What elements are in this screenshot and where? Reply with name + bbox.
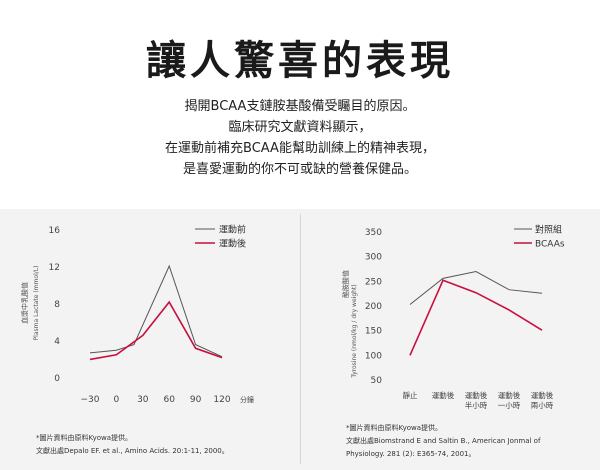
intro-line: 在運動前補充BCAA能幫助訓練上的精神表現， bbox=[165, 141, 435, 156]
intro-text: 揭開BCAA支鏈胺基酸備受矚目的原因。 臨床研究文獻資料顯示， 在運動前補充BC… bbox=[0, 96, 600, 180]
x-category-label: 運動後 bbox=[465, 390, 488, 400]
y-axis-label-en: Plasma Lactate (mmol/L) bbox=[33, 266, 40, 341]
x-category-label: 靜止 bbox=[403, 390, 418, 400]
y-tick-label: 4 bbox=[54, 337, 60, 347]
series-line-bcaa bbox=[409, 279, 543, 356]
legend-label: 運動前 bbox=[219, 224, 246, 236]
x-tick-label: 30 bbox=[137, 395, 149, 405]
page-headline: 讓人驚喜的表現 bbox=[146, 38, 454, 84]
y-tick-label: 100 bbox=[365, 351, 382, 361]
legend-label: 對照組 bbox=[535, 224, 562, 236]
legend-label: 運動後 bbox=[219, 238, 246, 250]
source-line: *圖片資料由原料Kyowa提供。 bbox=[346, 424, 443, 432]
y-tick-label: 8 bbox=[54, 300, 60, 310]
y-tick-label: 300 bbox=[365, 253, 382, 263]
panel-divider bbox=[300, 214, 301, 464]
source-line: 文獻出處Biomstrand E and Saltin B., American… bbox=[346, 437, 541, 445]
x-axis-unit: 分鐘 bbox=[240, 395, 254, 404]
series-line-pre-exercise bbox=[89, 264, 223, 358]
intro-line: 臨床研究文獻資料顯示， bbox=[228, 120, 372, 135]
x-category-label: 運動後 bbox=[531, 390, 554, 400]
left-chart-source: *圖片資料由原料Kyowa提供。 文獻出處Depalo EF. et al., … bbox=[36, 432, 229, 458]
y-tick-label: 200 bbox=[365, 302, 382, 312]
y-tick-label: 150 bbox=[365, 327, 382, 337]
x-tick-label: 0 bbox=[114, 395, 120, 405]
x-category-label: 半小時 bbox=[465, 400, 488, 410]
source-line: Physiology. 281 (2): E365-74, 2001。 bbox=[346, 450, 476, 458]
x-tick-label: −30 bbox=[81, 395, 100, 405]
source-line: *圖片資料由原料Kyowa提供。 bbox=[36, 434, 133, 442]
lactate-chart: 0 4 8 12 16 −30 0 30 60 90 120 分鐘 血漿中乳酸值 Plasma Lacta… bbox=[20, 224, 254, 406]
series-line-control bbox=[409, 270, 543, 305]
intro-line: 是喜愛運動的你不可或缺的營養保健品。 bbox=[182, 162, 417, 177]
y-tick-label: 50 bbox=[371, 376, 383, 386]
x-category-label: 兩小時 bbox=[531, 401, 554, 410]
x-tick-label: 60 bbox=[163, 395, 175, 405]
x-category-label: 一小時 bbox=[498, 401, 521, 410]
intro-line: 揭開BCAA支鏈胺基酸備受矚目的原因。 bbox=[184, 99, 416, 114]
series-line-post-exercise bbox=[89, 300, 223, 361]
y-tick-label: 250 bbox=[365, 277, 382, 287]
y-axis-label: 血漿中乳酸值 bbox=[20, 282, 29, 324]
source-line: 文獻出處Depalo EF. et al., Amino Acids. 20:1… bbox=[36, 447, 229, 455]
y-tick-label: 12 bbox=[49, 263, 60, 273]
x-category-label: 運動後 bbox=[432, 390, 455, 400]
x-tick-label: 120 bbox=[213, 395, 230, 405]
x-category-label: 運動後 bbox=[498, 390, 521, 400]
x-tick-label: 90 bbox=[190, 395, 202, 405]
y-tick-label: 0 bbox=[54, 374, 60, 384]
y-tick-label: 16 bbox=[49, 226, 61, 236]
right-chart-source: *圖片資料由原料Kyowa提供。 文獻出處Biomstrand E and Sa… bbox=[346, 422, 540, 461]
y-axis-label: 酪胺酸值 bbox=[341, 270, 350, 298]
y-tick-label: 350 bbox=[365, 228, 382, 238]
legend-label: BCAAs bbox=[535, 240, 565, 250]
y-axis-label-en: Tyrosine (nmol/kg / dry weight) bbox=[351, 284, 358, 378]
